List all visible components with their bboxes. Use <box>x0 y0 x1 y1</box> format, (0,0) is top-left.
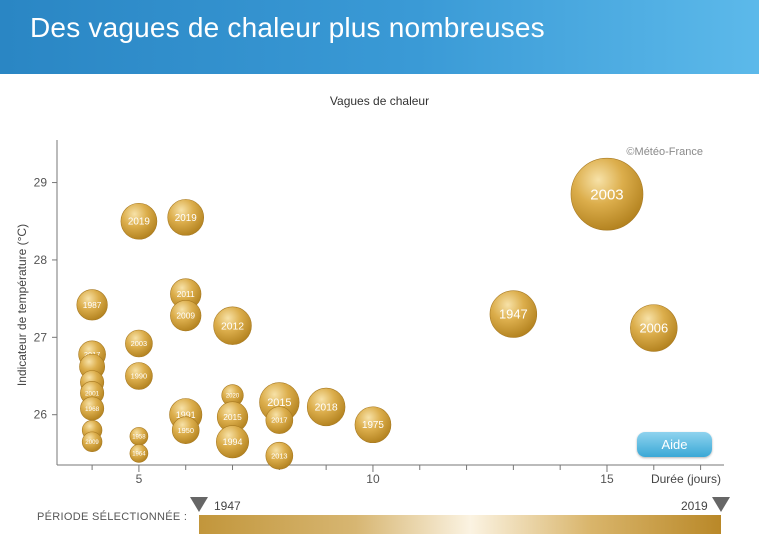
bubble-label: 2001 <box>85 390 100 397</box>
bubble-label: 1987 <box>83 300 102 310</box>
y-axis-label: Indicateur de température (°C) <box>15 224 29 386</box>
bubble-2009[interactable]: 2009 <box>170 300 202 332</box>
y-tick-label: 29 <box>34 176 48 190</box>
bubble-circle <box>125 329 153 358</box>
x-tick-label: 5 <box>136 472 143 486</box>
page-title: Des vagues de chaleur plus nombreuses <box>30 12 545 43</box>
bubble-1958[interactable]: 1958 <box>129 427 149 446</box>
bubble-label: 2017 <box>271 416 287 425</box>
bubble-label: 2019 <box>128 217 150 228</box>
bubble-1947[interactable]: 1947 <box>489 290 538 338</box>
header-banner: Des vagues de chaleur plus nombreuses <box>0 0 759 74</box>
bubble-circle <box>129 444 149 463</box>
bubble-circle <box>630 304 678 352</box>
bubble-circle <box>216 425 250 459</box>
bubble-label: 1958 <box>132 434 146 440</box>
bubble-2006[interactable]: 2006 <box>630 304 678 352</box>
bubble-circle <box>167 199 205 236</box>
bubble-2017[interactable]: 2017 <box>265 406 294 434</box>
bubble-1975[interactable]: 1975 <box>354 406 392 444</box>
bubble-2018[interactable]: 2018 <box>306 387 346 427</box>
bubble-circle <box>489 290 538 338</box>
bubble-label: 2009 <box>85 440 99 446</box>
bubble-label: 2011 <box>177 289 195 299</box>
bubble-circle <box>354 406 392 444</box>
x-tick-label: 15 <box>600 472 614 486</box>
bubble-2019[interactable]: 2019 <box>120 202 158 240</box>
bubble-label: 2003 <box>590 186 623 203</box>
bubble-2003[interactable]: 2003 <box>125 329 153 358</box>
bubble-1990[interactable]: 1990 <box>125 362 153 390</box>
bubble-circle <box>125 362 153 390</box>
chart-title: Vagues de chaleur <box>329 94 430 108</box>
y-tick-label: 26 <box>34 408 48 422</box>
bubble-label: 2006 <box>639 321 668 336</box>
bubble-circle <box>306 387 346 427</box>
bubble-1968[interactable]: 1968 <box>80 396 105 421</box>
bubble-label: 1991 <box>176 410 196 420</box>
y-tick-label: 28 <box>34 253 48 267</box>
bubble-1994[interactable]: 1994 <box>216 425 250 459</box>
bubble-1987[interactable]: 1987 <box>76 289 108 321</box>
period-end-handle[interactable] <box>712 497 730 512</box>
bubble-label: 1968 <box>85 406 100 413</box>
bubble-label: 2015 <box>223 412 242 422</box>
period-label: PÉRIODE SÉLECTIONNÉE : <box>37 511 188 523</box>
bubble-label: 1994 <box>223 437 243 447</box>
bubble-label: 1990 <box>131 372 147 381</box>
bubble-circle <box>213 306 252 345</box>
x-axis-label: Durée (jours) <box>651 472 721 486</box>
bubble-circle <box>171 416 200 444</box>
bubble-label: 1975 <box>362 420 384 431</box>
bubble-circle <box>170 300 202 332</box>
bubble-2012[interactable]: 2012 <box>213 306 252 345</box>
bubble-2013[interactable]: 2013 <box>265 441 294 470</box>
period-end-year: 2019 <box>681 499 708 513</box>
bubble-circle <box>120 202 158 240</box>
bubble-label: 1964 <box>132 451 146 457</box>
bubble-label: 2015 <box>267 397 291 409</box>
bubble-2019[interactable]: 2019 <box>167 199 205 236</box>
bubble-2003[interactable]: 2003 <box>570 157 644 231</box>
bubble-label: 2019 <box>175 213 197 224</box>
bubble-label: 1947 <box>499 307 528 322</box>
bubble-circle <box>81 431 103 452</box>
x-tick-label: 10 <box>366 472 380 486</box>
period-start-handle[interactable] <box>190 497 208 512</box>
bubble-circle <box>76 289 108 321</box>
credit-text: ©Météo-France <box>626 146 703 158</box>
bubble-1964[interactable]: 1964 <box>129 444 149 463</box>
y-tick-label: 27 <box>34 330 48 344</box>
period-start-year: 1947 <box>214 499 241 513</box>
period-range-slider[interactable] <box>199 515 721 534</box>
bubble-label: 2009 <box>176 311 195 321</box>
bubble-1950[interactable]: 1950 <box>171 416 200 444</box>
bubble-label: 2003 <box>131 339 147 348</box>
bubble-label: 2018 <box>315 403 338 414</box>
bubble-circle <box>265 406 294 434</box>
bubble-label: 2013 <box>271 451 287 460</box>
help-button[interactable]: Aide <box>637 432 712 457</box>
bubble-circle <box>265 441 294 470</box>
bubble-circle <box>570 157 644 231</box>
bubble-label: 1950 <box>177 426 193 435</box>
bubble-2009[interactable]: 2009 <box>81 431 103 452</box>
bubble-label: 2020 <box>226 393 240 399</box>
bubble-label: 2012 <box>221 321 244 332</box>
